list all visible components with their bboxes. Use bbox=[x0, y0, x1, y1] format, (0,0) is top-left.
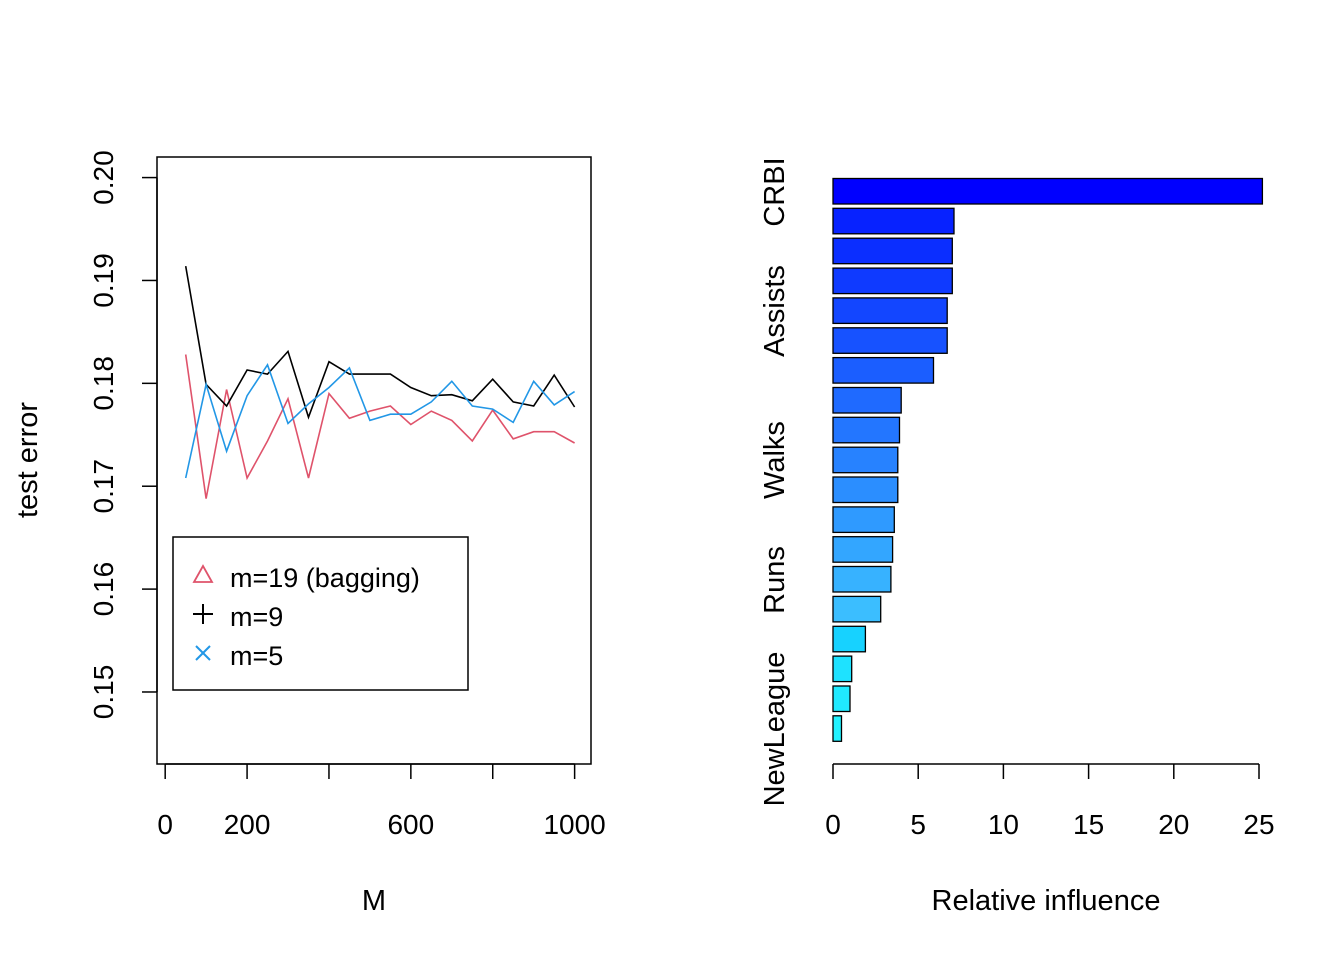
series-line-m-9 bbox=[184, 265, 576, 420]
influence-bar bbox=[832, 297, 948, 325]
legend-box bbox=[172, 536, 469, 691]
left-y-axis: 0.15 0.16 0.17 0.18 0.19 0.20 bbox=[88, 150, 158, 720]
right-x-tick-label: 15 bbox=[1073, 809, 1104, 840]
right-category-label: NewLeague bbox=[759, 652, 791, 807]
influence-bar bbox=[832, 416, 901, 444]
right-category-label: CRBI bbox=[759, 157, 791, 226]
influence-bar bbox=[832, 715, 843, 742]
right-x-tick-label: 20 bbox=[1158, 809, 1189, 840]
influence-bar bbox=[832, 625, 867, 653]
right-x-tick-label: 5 bbox=[910, 809, 926, 840]
influence-bar bbox=[832, 267, 953, 295]
influence-bar bbox=[832, 536, 894, 563]
legend-cross-icon bbox=[195, 645, 211, 661]
left-series-lines bbox=[184, 265, 576, 499]
left-y-axis-label: test error bbox=[12, 402, 44, 518]
right-bars bbox=[832, 177, 1264, 742]
legend-cross-b bbox=[195, 645, 211, 661]
right-category-label: Assists bbox=[759, 265, 791, 357]
left-y-tick-label: 0.15 bbox=[88, 665, 119, 720]
influence-bar bbox=[832, 565, 892, 593]
influence-bar bbox=[832, 685, 851, 713]
left-y-tick-label: 0.16 bbox=[88, 562, 119, 617]
influence-bar bbox=[832, 595, 882, 623]
influence-bar bbox=[832, 655, 853, 683]
right-category-label: Runs bbox=[759, 546, 791, 614]
influence-bar bbox=[832, 386, 902, 414]
left-line-chart: 0 200 600 1000 0.15 0.16 0.17 0.18 0.19 0.20 M t… bbox=[12, 150, 606, 917]
right-category-labels: CRBI Assists Walks Runs NewLeague bbox=[759, 157, 791, 806]
left-x-tick-label: 1000 bbox=[543, 809, 605, 840]
right-x-tick-label: 25 bbox=[1243, 809, 1274, 840]
left-x-tick-label: 600 bbox=[387, 809, 434, 840]
legend-items: m=19 (bagging) m=9 m=5 bbox=[192, 563, 420, 671]
influence-bar bbox=[832, 506, 895, 534]
influence-bar bbox=[832, 177, 1264, 205]
legend-label: m=19 (bagging) bbox=[230, 563, 420, 593]
left-y-tick-label: 0.20 bbox=[88, 150, 119, 205]
legend-label: m=5 bbox=[230, 641, 283, 671]
influence-bar bbox=[832, 327, 948, 354]
legend-triangle-icon bbox=[192, 564, 214, 583]
influence-bar bbox=[832, 476, 899, 504]
left-y-tick-label: 0.19 bbox=[88, 253, 119, 308]
right-x-axis-label: Relative influence bbox=[932, 885, 1161, 917]
legend-label: m=9 bbox=[230, 602, 283, 632]
right-x-tick-label: 0 bbox=[825, 809, 841, 840]
right-x-tick-label: 10 bbox=[988, 809, 1019, 840]
right-category-label: Walks bbox=[759, 421, 791, 499]
right-bar-chart: 0 5 10 15 20 25 CRBI Assists Walks Runs NewLeague… bbox=[759, 157, 1275, 917]
legend-plus-icon bbox=[193, 604, 213, 624]
influence-bar bbox=[832, 446, 899, 474]
series-line-m-5 bbox=[184, 363, 576, 479]
left-x-axis: 0 200 600 1000 bbox=[157, 763, 606, 840]
left-x-axis-label: M bbox=[362, 885, 386, 917]
influence-bar bbox=[832, 207, 955, 235]
legend: m=19 (bagging) m=9 m=5 bbox=[172, 536, 469, 691]
left-x-tick-label: 200 bbox=[224, 809, 271, 840]
right-x-axis: 0 5 10 15 20 25 bbox=[825, 763, 1275, 840]
left-y-tick-label: 0.18 bbox=[88, 356, 119, 411]
influence-bar bbox=[832, 356, 935, 384]
left-x-tick-label: 0 bbox=[157, 809, 173, 840]
influence-bar bbox=[832, 237, 953, 265]
left-y-tick-label: 0.17 bbox=[88, 459, 119, 514]
series-line-m-19-bagging- bbox=[184, 354, 575, 499]
